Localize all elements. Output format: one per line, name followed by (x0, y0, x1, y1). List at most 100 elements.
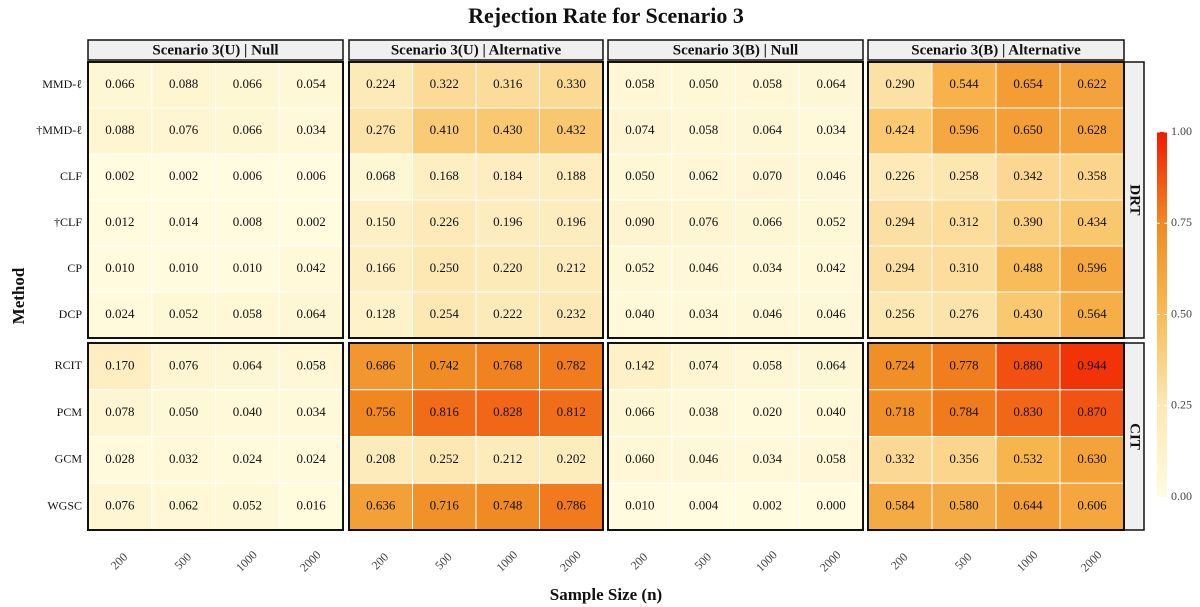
cell-label: 0.390 (1013, 214, 1042, 229)
cell-label: 0.038 (689, 404, 718, 419)
heatmap-cell (151, 245, 216, 293)
x-tick-label: 500 (432, 550, 455, 573)
cell-label: 0.040 (233, 404, 262, 419)
cell-label: 0.062 (169, 498, 198, 513)
cell-label: 0.196 (557, 214, 587, 229)
heatmap-cell (475, 482, 540, 531)
colorbar-tick-label: 1.00 (1171, 124, 1192, 138)
x-tick-label: 500 (171, 550, 194, 573)
cell-label: 0.168 (430, 168, 459, 183)
cell-label: 0.066 (753, 214, 783, 229)
cell-label: 0.014 (169, 214, 199, 229)
panel-border (348, 61, 604, 339)
cell-label: 0.310 (949, 260, 978, 275)
heatmap-cell (539, 482, 604, 531)
method-label: CLF (60, 169, 82, 183)
heatmap-cell (475, 199, 540, 247)
heatmap-cell (475, 153, 540, 201)
panel-border (87, 61, 344, 339)
cell-label: 0.596 (1077, 260, 1107, 275)
cell-label: 0.232 (557, 306, 586, 321)
chart-title: Rejection Rate for Scenario 3 (468, 3, 744, 28)
heatmap-cell (607, 245, 673, 293)
cell-label: 0.258 (949, 168, 978, 183)
cell-label: 0.250 (430, 260, 459, 275)
cell-label: 0.046 (817, 168, 847, 183)
x-tick-label: 1000 (1014, 548, 1041, 575)
heatmap-cell (151, 389, 216, 437)
y-axis-label: Method (9, 267, 28, 324)
facet-header (607, 39, 864, 61)
cell-label: 0.622 (1077, 76, 1106, 91)
cell-label: 0.052 (169, 306, 198, 321)
method-label: CP (67, 261, 82, 275)
facet-header (348, 39, 604, 61)
cell-label: 0.078 (105, 404, 134, 419)
x-tick-label: 1000 (493, 548, 520, 575)
cell-label: 0.142 (625, 357, 654, 372)
heatmap-cell (931, 482, 997, 531)
cell-label: 0.058 (689, 122, 718, 137)
cell-label: 0.004 (689, 498, 719, 513)
cell-label: 0.276 (366, 122, 396, 137)
heatmap-cell (348, 291, 413, 339)
heatmap-cell (671, 482, 736, 531)
cell-label: 0.076 (689, 214, 719, 229)
cell-label: 0.768 (493, 357, 522, 372)
x-tick-label: 2000 (297, 548, 324, 575)
method-label: WGSC (47, 498, 82, 512)
cell-label: 0.002 (105, 168, 134, 183)
heatmap-cell (151, 199, 216, 247)
cell-label: 0.006 (297, 168, 327, 183)
heatmap-cell (475, 107, 540, 155)
cell-label: 0.028 (105, 451, 134, 466)
cell-label: 0.332 (885, 451, 914, 466)
cell-label: 0.064 (233, 357, 263, 372)
cell-label: 0.010 (233, 260, 262, 275)
heatmap-cell (735, 436, 800, 484)
heatmap-cell (607, 291, 673, 339)
cell-label: 0.430 (1013, 306, 1042, 321)
heatmap-cell (215, 482, 280, 531)
cell-label: 0.020 (753, 404, 782, 419)
cell-label: 0.564 (1077, 306, 1107, 321)
panel-border (607, 342, 864, 531)
heatmap-cell (995, 342, 1061, 391)
heatmap-cell (215, 61, 280, 109)
x-tick-label: 500 (691, 550, 714, 573)
cell-label: 0.090 (625, 214, 654, 229)
cell-label: 0.034 (817, 122, 847, 137)
heatmap-cell (278, 153, 344, 201)
cell-label: 0.074 (689, 357, 719, 372)
cell-label: 0.220 (493, 260, 522, 275)
cell-label: 0.358 (1077, 168, 1106, 183)
cell-label: 0.294 (885, 214, 915, 229)
cell-label: 0.040 (817, 404, 846, 419)
heatmap-cell (798, 436, 864, 484)
heatmap-cell (931, 291, 997, 339)
heatmap-cell (278, 107, 344, 155)
cell-label: 0.944 (1077, 357, 1107, 372)
panel-border (87, 342, 344, 531)
cell-label: 0.052 (817, 214, 846, 229)
cell-label: 0.074 (625, 122, 655, 137)
cell-label: 0.654 (1013, 76, 1043, 91)
method-label: †CLF (54, 215, 82, 229)
cell-label: 0.066 (233, 76, 263, 91)
heatmap-cell (995, 482, 1061, 531)
cell-label: 0.166 (366, 260, 396, 275)
cell-label: 0.724 (885, 357, 915, 372)
heatmap-cell (87, 153, 153, 201)
heatmap-cell (607, 389, 673, 437)
heatmap-cell (278, 245, 344, 293)
heatmap-cell (539, 342, 604, 391)
x-tick-label: 200 (369, 550, 392, 573)
cell-label: 0.046 (753, 306, 783, 321)
heatmap-cell (735, 245, 800, 293)
panel-border (607, 61, 864, 339)
cell-label: 0.716 (430, 498, 460, 513)
heatmap-cell (798, 482, 864, 531)
heatmap-cell (798, 107, 864, 155)
cell-label: 0.052 (625, 260, 654, 275)
cell-label: 0.294 (885, 260, 915, 275)
